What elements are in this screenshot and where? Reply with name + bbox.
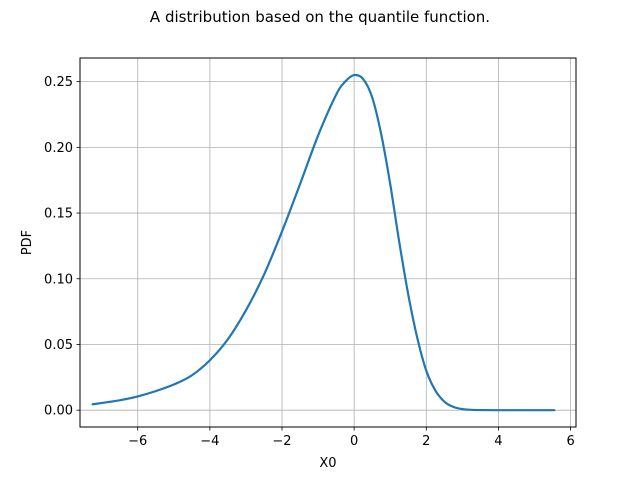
x-tick-label: −4: [200, 434, 219, 449]
x-tick-label: 4: [494, 434, 502, 449]
chart-title: A distribution based on the quantile fun…: [150, 8, 490, 26]
y-tick-label: 0.15: [44, 207, 73, 222]
series: [91, 73, 556, 412]
y-tick-label: 0.10: [44, 272, 73, 287]
plot-frame: [79, 57, 577, 428]
grid: [80, 58, 576, 427]
y-tick-label: 0.05: [44, 338, 73, 353]
x-tick-label: 6: [566, 434, 574, 449]
x-tick-label: −2: [272, 434, 291, 449]
x-tick-label: 2: [422, 434, 430, 449]
pdf-series-line: [91, 73, 556, 412]
y-axis-title: PDF: [20, 230, 35, 255]
x-axis-title: X0: [319, 456, 336, 471]
y-tick-label: 0.25: [44, 75, 73, 90]
y-tick-label: 0.20: [44, 141, 73, 156]
x-tick-label: −6: [128, 434, 147, 449]
ticks: −6 −4 −2 0 2 4 6 0.00 0.05 0.10 0.15 0.20 0.25: [44, 75, 575, 449]
x-tick-label: 0: [350, 434, 358, 449]
y-tick-label: 0.00: [44, 404, 73, 419]
